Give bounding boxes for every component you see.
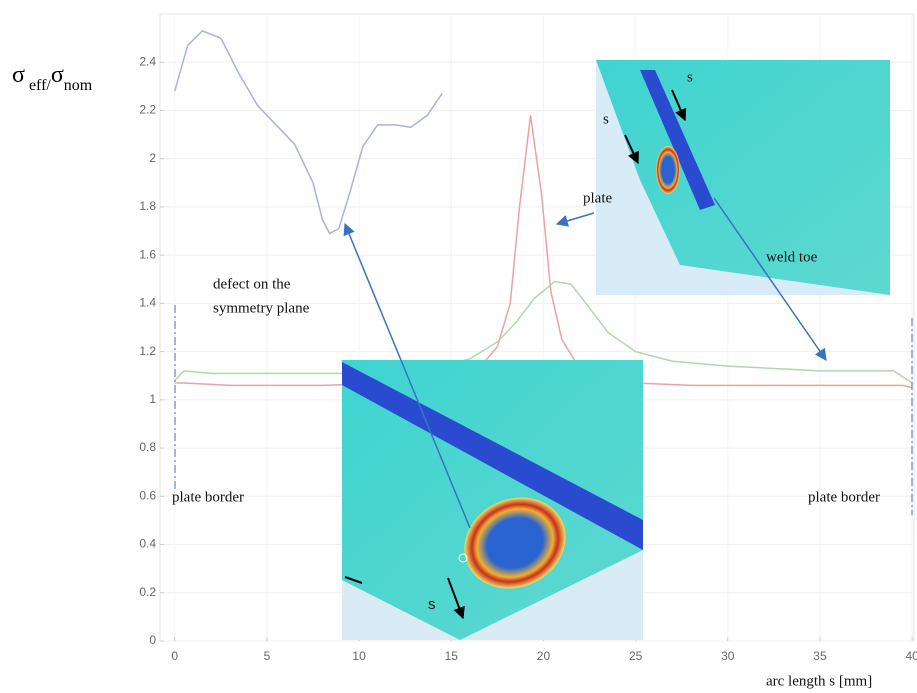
x-label: arc length s [mm] <box>766 673 872 689</box>
annotation: symmetry plane <box>213 300 310 316</box>
annotation: plate border <box>172 489 244 505</box>
x-tick-label: 10 <box>352 649 366 663</box>
x-tick-label: 40 <box>905 649 917 663</box>
y-tick-label: 0.4 <box>139 537 156 551</box>
y-tick-label: 1.4 <box>139 296 156 310</box>
x-tick-label: 5 <box>264 649 271 663</box>
x-tick-label: 35 <box>813 649 827 663</box>
y-tick-label: 0.8 <box>139 440 156 454</box>
annotation: plate border <box>808 489 880 505</box>
x-tick-label: 20 <box>537 649 551 663</box>
arrow <box>557 213 594 224</box>
x-tick-label: 15 <box>445 649 459 663</box>
y-tick-label: 1.6 <box>139 247 156 261</box>
y-tick-label: 0.6 <box>139 488 156 502</box>
y-tick-label: 1.2 <box>139 344 156 358</box>
y-tick-label: 1 <box>149 392 156 406</box>
y-tick-label: 1.8 <box>139 199 156 213</box>
inset-weld <box>596 60 890 295</box>
data-line <box>175 31 442 234</box>
annotation: s <box>428 596 436 613</box>
y-tick-label: 2.2 <box>139 103 156 117</box>
annotation: s <box>603 111 609 127</box>
annotation: defect on the <box>213 276 291 292</box>
annotation: weld toe <box>766 249 818 265</box>
annotation: s <box>687 69 693 85</box>
y-tick-label: 0.2 <box>139 585 156 599</box>
inset-defect <box>342 360 643 640</box>
annotation: plate <box>583 190 612 206</box>
x-tick-label: 0 <box>171 649 178 663</box>
y-tick-label: 2 <box>149 151 156 165</box>
y-tick-label: 2.4 <box>139 54 156 68</box>
x-tick-label: 25 <box>629 649 643 663</box>
x-tick-label: 30 <box>721 649 735 663</box>
chart: σeff/σnom arc length s [mm] defect on th… <box>0 0 917 693</box>
y-tick-label: 0 <box>149 633 156 647</box>
